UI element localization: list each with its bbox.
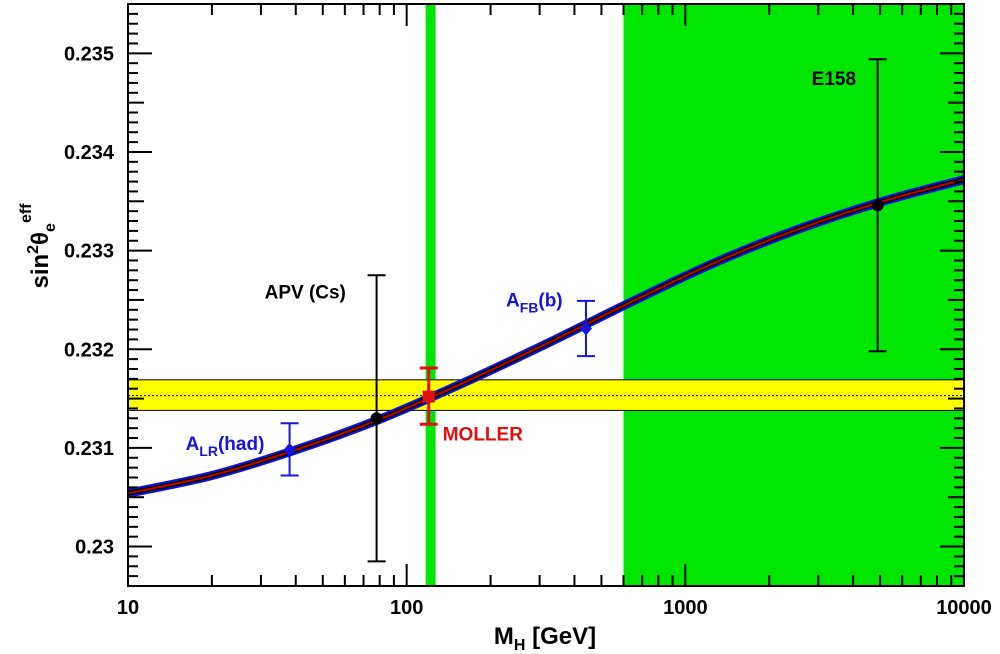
excluded-region-band (623, 4, 964, 586)
data-point-label: E158 (812, 69, 856, 90)
data-point: E158 (812, 58, 887, 353)
data-marker (579, 321, 592, 336)
higgs-mass-band (425, 4, 436, 586)
data-point: APV (Cs) (265, 274, 386, 563)
data-marker (283, 442, 296, 457)
label-main: A (506, 291, 520, 312)
x-tick-label: 10 (117, 597, 139, 619)
x-axis-title: MH [GeV] (494, 623, 596, 654)
label-rest: (had) (218, 434, 264, 455)
y-tick-label: 0.231 (64, 438, 114, 460)
plot-area (127, 4, 965, 586)
label-rest: (b) (538, 291, 562, 312)
label-sub: LR (199, 443, 218, 459)
data-point-label: MOLLER (443, 425, 523, 446)
y-axis-title: sin2θeeff (18, 203, 59, 289)
y-tick-label: 0.234 (64, 142, 115, 164)
y-tick-label: 0.235 (64, 43, 114, 65)
sm-curve-inner (127, 178, 965, 495)
label-main: E158 (812, 69, 856, 90)
label-main: MOLLER (443, 425, 523, 446)
x-tick-label: 1000 (663, 597, 708, 619)
y-tick-label: 0.233 (64, 241, 114, 263)
plot-border (127, 3, 965, 587)
axes: 10 100 1000 10000 0.23 0.231 0.232 0.233 0.234 0.… (64, 3, 992, 619)
label-main: APV (Cs) (265, 282, 346, 303)
data-marker (871, 199, 884, 212)
y-tick-label: 0.23 (75, 537, 114, 559)
data-point: ALR(had) (186, 422, 299, 477)
data-marker (422, 390, 435, 403)
x-tick-label: 10000 (936, 597, 992, 619)
data-point: AFB(b) (506, 291, 595, 358)
y-tick-label: 0.232 (64, 339, 114, 361)
label-sub: FB (520, 300, 539, 316)
data-point-label: APV (Cs) (265, 282, 346, 303)
data-point-label: ALR(had) (186, 434, 265, 459)
data-marker (370, 412, 383, 425)
data-point: MOLLER (419, 366, 523, 446)
x-tick-label: 100 (390, 597, 423, 619)
sm-curve (127, 175, 966, 498)
plot-frame (127, 3, 965, 587)
data-point-label: AFB(b) (506, 291, 563, 316)
label-main: A (186, 434, 200, 455)
